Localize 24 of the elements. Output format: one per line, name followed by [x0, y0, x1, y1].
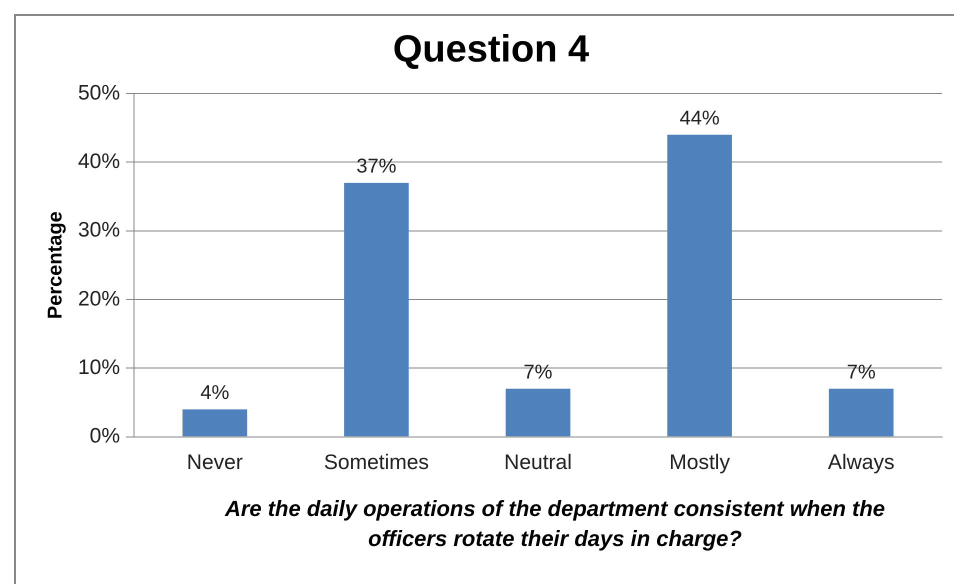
y-tick-label: 10% [78, 356, 120, 379]
data-label: 37% [356, 155, 397, 178]
x-tick-label: Never [186, 451, 243, 474]
bar [344, 182, 409, 436]
x-axis-title: Are the daily operations of the department consistent when the officers rotate their days in charge? [224, 495, 886, 553]
data-label: 7% [846, 361, 876, 384]
bar [667, 134, 732, 436]
data-label: 7% [524, 361, 553, 384]
bar [506, 388, 570, 436]
data-label: 44% [680, 107, 720, 130]
y-axis-title: Percentage [44, 211, 67, 320]
y-tick-label: 0% [90, 424, 120, 448]
x-tick-label: Mostly [669, 451, 730, 474]
x-tick-label: Always [828, 451, 894, 474]
y-tick-label: 50% [78, 81, 120, 104]
y-tick-label: 30% [78, 218, 120, 242]
bar [182, 409, 248, 436]
x-tick-label: Sometimes [324, 451, 429, 474]
y-tick-label: 40% [78, 150, 120, 174]
bar [828, 388, 894, 436]
data-label: 4% [200, 382, 230, 404]
x-tick-label: Neutral [504, 451, 572, 474]
y-tick-label: 20% [78, 287, 120, 310]
chart-title: Question 4 [392, 28, 590, 70]
